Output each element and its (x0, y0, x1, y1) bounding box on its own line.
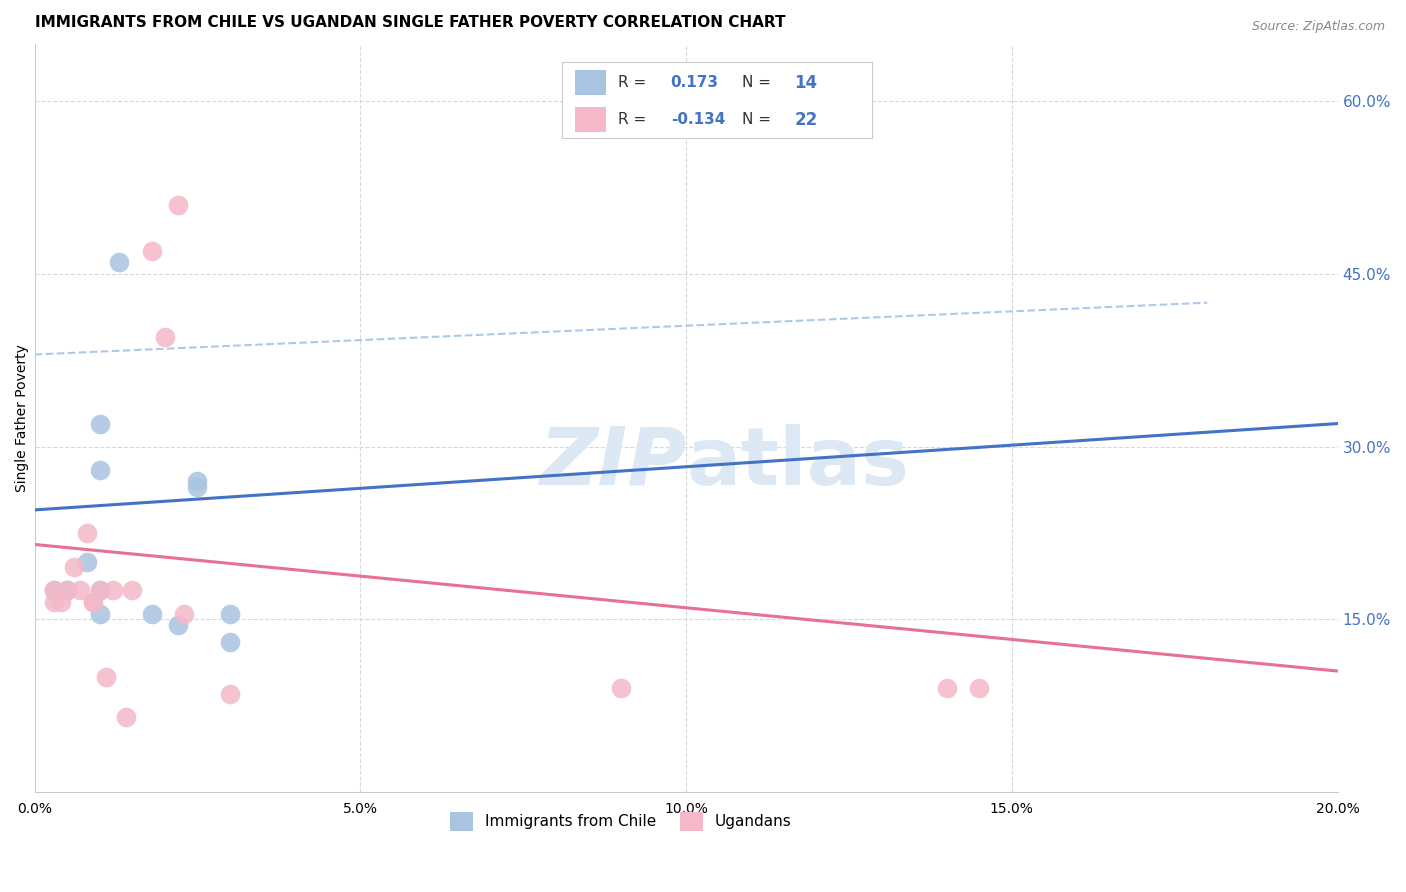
Point (153, 330, 176, 344)
Text: R =: R = (619, 75, 647, 90)
Point (167, 198, 190, 212)
Point (141, 607, 163, 621)
Text: IMMIGRANTS FROM CHILE VS UGANDAN SINGLE FATHER POVERTY CORRELATION CHART: IMMIGRANTS FROM CHILE VS UGANDAN SINGLE … (35, 15, 785, 30)
Text: Source: ZipAtlas.com: Source: ZipAtlas.com (1251, 20, 1385, 33)
Point (101, 583, 124, 598)
Bar (575, 70, 606, 95)
Point (89, 583, 111, 598)
Point (49, 595, 72, 609)
Point (186, 480, 208, 494)
Text: N =: N = (742, 75, 770, 90)
Point (56, 583, 79, 598)
Point (121, 583, 143, 598)
Point (89, 417, 111, 431)
Point (89, 462, 111, 476)
Bar (575, 107, 606, 132)
Text: R =: R = (619, 112, 647, 128)
Point (610, 681, 633, 696)
Point (219, 687, 242, 701)
Point (42, 583, 65, 598)
Point (96, 670, 118, 684)
Point (935, 681, 957, 696)
Point (219, 607, 242, 621)
Point (969, 681, 991, 696)
Point (42, 583, 65, 598)
Point (141, 244, 163, 258)
Point (167, 618, 190, 632)
Text: 14: 14 (794, 73, 817, 92)
Legend: Immigrants from Chile, Ugandans: Immigrants from Chile, Ugandans (444, 805, 797, 837)
Text: atlas: atlas (686, 424, 910, 501)
Point (108, 255, 131, 269)
Point (82, 595, 104, 609)
Text: 22: 22 (794, 111, 818, 128)
Point (89, 583, 111, 598)
Text: ZIP: ZIP (538, 424, 686, 501)
Text: -0.134: -0.134 (671, 112, 725, 128)
Point (82, 595, 104, 609)
Point (76, 525, 98, 540)
Point (62, 560, 84, 574)
Point (89, 607, 111, 621)
Point (69, 583, 91, 598)
Point (219, 635, 242, 649)
Point (42, 595, 65, 609)
Point (76, 555, 98, 569)
Text: 0.173: 0.173 (671, 75, 718, 90)
Y-axis label: Single Father Poverty: Single Father Poverty (15, 344, 30, 491)
Point (56, 583, 79, 598)
Point (186, 474, 208, 488)
Text: N =: N = (742, 112, 770, 128)
Point (114, 710, 136, 724)
Point (173, 607, 195, 621)
